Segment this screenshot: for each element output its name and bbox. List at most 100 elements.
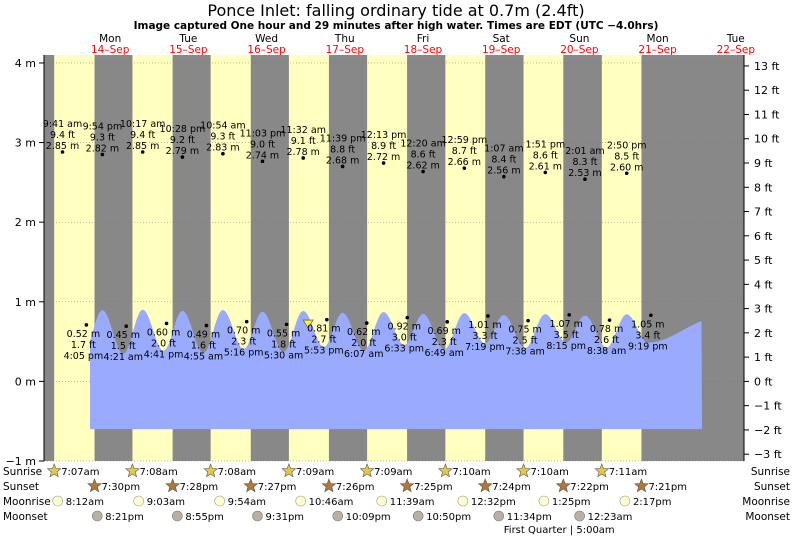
low-tide-feet: 3.5 ft <box>554 330 579 341</box>
low-tide-time: 9:19 pm <box>628 341 668 352</box>
high-tide-metres: 2.68 m <box>326 155 359 166</box>
right-tick-label: −2 ft <box>754 424 782 437</box>
tide-extreme-dots <box>60 150 653 329</box>
high-tide-metres: 2.83 m <box>206 143 239 154</box>
high-tide-dot <box>180 155 185 159</box>
low-tide-feet: 1.8 ft <box>271 339 296 350</box>
low-tide-metres: 0.52 m <box>67 329 100 340</box>
sunrise-icon <box>359 463 375 478</box>
low-tide-label: 0.45 m1.5 ft4:21 am <box>104 330 143 363</box>
high-tide-label: 9:54 pm9.3 ft2.82 m <box>83 122 123 155</box>
day-date: 21–Sep <box>638 44 677 56</box>
high-tide-dot <box>340 164 345 169</box>
moonrise-icon <box>538 495 550 507</box>
sunset-icon <box>399 478 415 493</box>
day-date: 22–Sep <box>717 44 756 56</box>
high-tide-time: 12:59 pm <box>441 135 487 146</box>
moonrise-row-label-left: Moonrise <box>3 496 51 508</box>
low-tide-metres: 0.92 m <box>388 322 421 333</box>
tide-water-area <box>90 309 702 430</box>
low-tide-label: 1.07 m3.5 ft8:15 pm <box>546 319 586 352</box>
day-date: 20–Sep <box>560 44 599 56</box>
low-tide-dot <box>325 317 329 322</box>
moonset-icon <box>92 510 103 522</box>
low-tide-time: 8:15 pm <box>546 341 586 352</box>
right-tick-label: 2 ft <box>754 327 773 340</box>
right-tick-label: 0 ft <box>754 375 773 388</box>
high-tide-metres: 2.53 m <box>568 168 601 179</box>
low-tide-metres: 0.60 m <box>147 327 180 338</box>
sunset-icon <box>243 478 259 493</box>
high-tide-dot <box>260 159 265 164</box>
low-tide-time: 5:30 am <box>264 350 303 361</box>
moonset-icon <box>493 510 505 522</box>
high-tide-time: 11:39 pm <box>320 133 366 144</box>
low-tide-label: 0.60 m2.0 ft4:41 pm <box>144 327 184 360</box>
low-tide-dot <box>124 324 129 329</box>
daylight-band <box>54 55 95 461</box>
low-tide-feet: 2.3 ft <box>432 337 457 348</box>
day-date: 16–Sep <box>247 44 286 56</box>
sunrise-time: 7:09am <box>296 467 334 478</box>
sunset-time: 7:24pm <box>492 482 531 493</box>
moon-phase-label: First Quarter | 5:00am <box>504 525 615 536</box>
sunrise-icon <box>516 463 532 478</box>
moonrise-icon <box>52 495 64 507</box>
right-tick-label: −3 ft <box>754 448 782 461</box>
sunset-icon <box>165 478 181 493</box>
moonset-time: 10:50pm <box>426 512 471 523</box>
low-tide-metres: 0.70 m <box>227 326 260 337</box>
high-tide-metres: 2.61 m <box>529 161 562 172</box>
high-tide-feet: 9.0 ft <box>250 139 275 150</box>
day-date: 15–Sep <box>169 44 208 56</box>
high-tide-time: 12:20 am <box>400 139 445 150</box>
low-tide-feet: 2.3 ft <box>231 337 256 348</box>
sunrise-time: 7:07am <box>61 467 99 478</box>
low-tide-metres: 0.78 m <box>590 324 623 335</box>
high-tide-dot <box>301 156 306 160</box>
sunrise-icon <box>203 463 219 478</box>
day-of-week: Thu <box>334 33 355 45</box>
low-tide-metres: 0.62 m <box>347 327 380 338</box>
left-tick-label: 2 m <box>15 216 36 229</box>
low-tide-time: 4:55 am <box>184 351 223 362</box>
right-tick-label: 8 ft <box>754 181 773 194</box>
sunrise-time: 7:10am <box>452 467 490 478</box>
sunset-icon <box>87 478 103 493</box>
moonrise-time: 9:54am <box>228 497 266 508</box>
day-date: 17–Sep <box>326 44 365 56</box>
sunset-icon <box>555 478 571 493</box>
moonset-time: 8:55pm <box>185 512 224 523</box>
low-tide-dot <box>244 319 249 324</box>
astro-rows: Sunrise Sunrise Sunset Sunset Moonrise Moonri… <box>3 463 790 536</box>
low-tide-label: 0.69 m2.3 ft6:49 am <box>424 326 463 359</box>
low-tide-feet: 2.6 ft <box>594 335 619 346</box>
moonset-time: 9:31pm <box>266 512 305 523</box>
sunset-time: 7:27pm <box>258 482 297 493</box>
moonset-icon <box>252 510 263 522</box>
low-tide-dot <box>364 321 369 325</box>
moonrise-time: 1:25pm <box>552 497 591 508</box>
moonrise-icon <box>214 495 225 507</box>
right-tick-label: 9 ft <box>754 157 773 170</box>
moonrise-time: 8:12am <box>66 497 104 508</box>
high-tide-time: 10:17 am <box>120 119 165 130</box>
low-tide-dot <box>164 321 169 326</box>
left-tick-label: −1 m <box>6 455 36 468</box>
day-of-week: Mon <box>99 33 121 45</box>
low-tide-metres: 0.81 m <box>307 324 340 335</box>
moonrise-time: 10:46am <box>309 497 354 508</box>
high-tide-metres: 2.78 m <box>286 147 319 158</box>
low-tide-feet: 2.0 ft <box>151 338 176 349</box>
low-tide-dot <box>607 318 612 322</box>
high-tide-label: 11:39 pm8.8 ft2.68 m <box>320 133 366 166</box>
sunset-row-label-left: Sunset <box>3 481 39 493</box>
right-tick-label: 10 ft <box>754 133 780 146</box>
day-of-week: Wed <box>255 33 278 45</box>
high-tide-label: 12:20 am8.6 ft2.62 m <box>400 139 445 172</box>
moonrise-time: 2:17pm <box>633 497 672 508</box>
high-tide-metres: 2.82 m <box>86 144 119 155</box>
day-header: Mon14–SepTue15–SepWed16–SepThu17–SepFri1… <box>91 33 755 56</box>
high-tide-dot <box>624 171 629 176</box>
high-tide-feet: 9.1 ft <box>291 136 316 147</box>
